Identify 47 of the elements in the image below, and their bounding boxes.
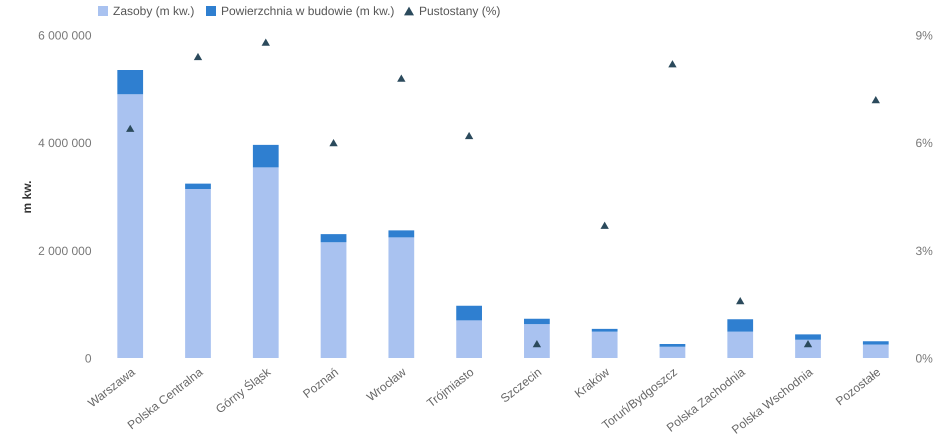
bar <box>185 188 211 358</box>
point <box>668 60 677 68</box>
bar <box>456 320 482 358</box>
bar <box>185 184 211 189</box>
bar <box>524 318 550 324</box>
y2-tick-label: 9% <box>916 28 934 42</box>
legend-label: Zasoby (m kw.) <box>113 4 194 18</box>
y-tick-label: 0 <box>84 352 92 366</box>
y2-tick-label: 3% <box>916 244 934 258</box>
bar <box>592 332 618 358</box>
bar <box>727 332 754 358</box>
y-tick-label: 6 000 000 <box>38 28 92 42</box>
bar <box>862 341 889 345</box>
point <box>464 132 474 140</box>
bar <box>117 94 144 358</box>
point <box>329 139 338 146</box>
bar <box>862 344 889 358</box>
bar <box>592 328 618 332</box>
y2-tick-label: 6% <box>916 136 934 150</box>
point <box>126 124 134 132</box>
y-tick-label: 2 000 000 <box>38 244 92 258</box>
legend-label: Powierzchnia w budowie (m kw.) <box>221 4 394 18</box>
point <box>262 38 270 46</box>
bar <box>660 346 686 358</box>
bar <box>795 340 821 358</box>
bar <box>388 230 414 238</box>
legend-label: Pustostany (%) <box>419 4 500 18</box>
point <box>600 222 609 229</box>
bar <box>320 234 346 242</box>
bar <box>117 70 144 94</box>
y2-tick-label: 0% <box>916 352 934 366</box>
point <box>194 52 202 60</box>
bar <box>320 242 346 358</box>
bar <box>252 167 279 358</box>
y-tick-label: 4 000 000 <box>38 136 92 150</box>
bar <box>660 344 686 347</box>
point <box>736 296 744 304</box>
bar <box>456 306 482 320</box>
bar <box>795 334 821 340</box>
bar <box>252 144 279 168</box>
bar <box>727 319 754 332</box>
point <box>872 96 880 104</box>
y-axis-title: m kw. <box>20 180 34 214</box>
bar <box>388 237 414 358</box>
point <box>804 340 812 348</box>
point <box>397 74 406 82</box>
bar <box>524 324 550 358</box>
